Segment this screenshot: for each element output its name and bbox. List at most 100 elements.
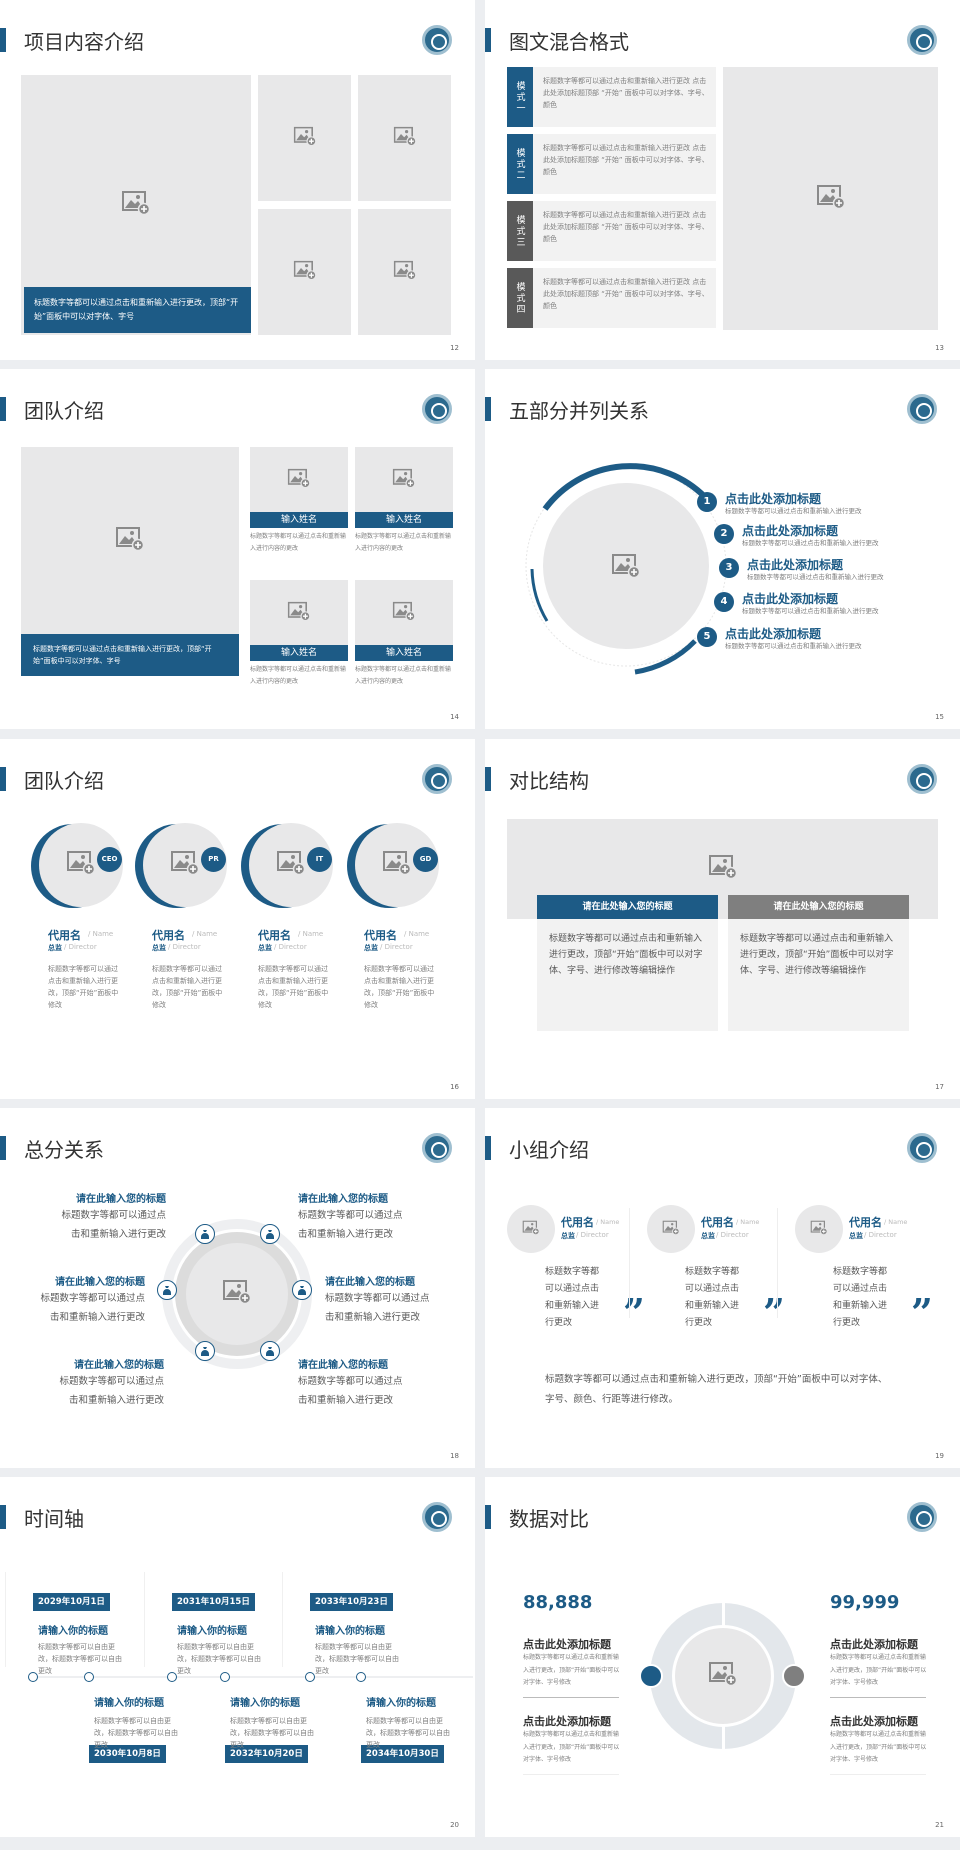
timeline-node[interactable]	[28, 1672, 38, 1682]
stat-divider	[523, 1697, 619, 1698]
slide-20: 时间轴 20 2029年10月1日 请输入你的标题 标题数字等都可以自由更改，标题数字等…	[0, 1477, 475, 1837]
block-title[interactable]: 请在此输入您的标题	[74, 1360, 164, 1371]
title-accent-bar	[0, 28, 6, 52]
image-add-icon	[223, 1280, 252, 1308]
image-placeholder[interactable]	[355, 580, 453, 645]
image-add-icon	[122, 191, 151, 219]
timeline-node[interactable]	[220, 1672, 230, 1682]
timeline-node[interactable]	[305, 1672, 315, 1682]
mode-card[interactable]: 模式二 标题数字等都可以通过点击和重新输入进行更改 点击此处添加标题顶部 “开始”…	[507, 134, 716, 194]
slide-13: 图文混合格式 13 模式一 标题数字等都可以通过点击和重新输入进行更改 点击此处添加标…	[485, 0, 960, 360]
connector-line	[282, 1572, 283, 1667]
block-title[interactable]: 请在此输入您的标题	[55, 1277, 145, 1288]
timeline-node[interactable]	[84, 1672, 94, 1682]
block-title[interactable]: 请在此输入您的标题	[325, 1277, 415, 1288]
stat-title[interactable]: 点击此处添加标题	[523, 1638, 611, 1651]
slide-21: 数据对比 21 88,888 点击此处添加标题 标题数字等都可以通过点击和重新输入进行更…	[485, 1477, 960, 1837]
stat-divider	[830, 1697, 926, 1698]
mode-text: 标题数字等都可以通过点击和重新输入进行更改 点击此处添加标题顶部 “开始” 面板…	[543, 77, 709, 109]
slide-17: 对比结构 17 请在此处输入您的标题 标题数字等都可以通过点击和重新输入进行更改，顶部…	[485, 739, 960, 1099]
person-name: 代用名	[561, 1216, 594, 1229]
card-text: 标题数字等都可以通过点击和重新输入进行更改，顶部“开始”面板中可以对字体、字号、…	[740, 934, 894, 976]
event-title[interactable]: 请输入你的标题	[94, 1698, 164, 1709]
person-role-en: / Director	[274, 943, 307, 951]
card-title[interactable]: 请在此处输入您的标题	[537, 895, 718, 919]
university-seal-icon	[907, 1133, 937, 1163]
item-title[interactable]: 点击此处添加标题	[747, 558, 844, 572]
event-title[interactable]: 请输入你的标题	[315, 1626, 385, 1637]
university-seal-icon	[907, 764, 937, 794]
avatar-placeholder[interactable]	[647, 1205, 695, 1253]
stat-desc: 标题数字等都可以通过点击和重新输入进行更改，顶部“开始”面板中可以对字体、字号修…	[830, 1731, 927, 1763]
item-title[interactable]: 点击此处添加标题	[725, 627, 822, 641]
person-desc: 标题数字等都可以通过点击和重新输入进行更改，顶部“开始”面板中修改	[48, 965, 119, 1009]
event-title[interactable]: 请输入你的标题	[230, 1698, 300, 1709]
card-title[interactable]: 请在此处输入您的标题	[728, 895, 909, 919]
stat-desc: 标题数字等都可以通过点击和重新输入进行更改，顶部“开始”面板中可以对字体、字号修…	[523, 1654, 620, 1686]
mode-card[interactable]: 模式一 标题数字等都可以通过点击和重新输入进行更改 点击此处添加标题顶部 “开始”…	[507, 67, 716, 127]
stat-title[interactable]: 点击此处添加标题	[523, 1715, 611, 1728]
event-title[interactable]: 请输入你的标题	[177, 1626, 247, 1637]
event-desc: 标题数字等都可以自由更改，标题数字等都可以自由更改	[38, 1643, 122, 1675]
timeline-node[interactable]	[356, 1672, 366, 1682]
block-title[interactable]: 请在此输入您的标题	[298, 1360, 388, 1371]
avatar-placeholder[interactable]	[795, 1205, 843, 1253]
image-placeholder[interactable]	[358, 75, 451, 201]
avatar-placeholder[interactable]	[507, 1205, 555, 1253]
image-add-icon	[393, 260, 416, 283]
block-title[interactable]: 请在此输入您的标题	[76, 1194, 166, 1205]
slide-title: 团队介绍	[24, 769, 104, 793]
person-name: 代用名	[48, 929, 81, 942]
event-title[interactable]: 请输入你的标题	[366, 1698, 436, 1709]
item-desc: 标题数字等都可以通过点击和重新输入进行更改	[747, 573, 884, 581]
image-placeholder[interactable]	[250, 580, 348, 645]
slide-19: 小组介绍 19 代用名 / Name 总监 / Director 标题数字等都可以通过点击和…	[485, 1108, 960, 1468]
person-desc: 标题数字等都可以通过点击和重新输入进行更改	[833, 1267, 888, 1328]
page-number: 20	[450, 1821, 459, 1829]
image-add-icon	[277, 851, 306, 879]
person-role-en: / Director	[864, 1231, 897, 1239]
block-desc: 标题数字等都可以通过点击和重新输入进行更改	[59, 1376, 164, 1406]
slide-12: 项目内容介绍 12 标题数字等都可以通过点击和重新输入进行更改，顶部“开始”面板中可…	[0, 0, 475, 360]
image-placeholder[interactable]	[355, 447, 453, 512]
stat-title[interactable]: 点击此处添加标题	[830, 1715, 918, 1728]
block-title[interactable]: 请在此输入您的标题	[298, 1194, 388, 1205]
role-badge: CEO	[97, 847, 122, 872]
item-title[interactable]: 点击此处添加标题	[742, 524, 839, 538]
event-desc: 标题数字等都可以自由更改，标题数字等都可以自由更改	[366, 1717, 450, 1749]
mode-card[interactable]: 模式三 标题数字等都可以通过点击和重新输入进行更改 点击此处添加标题顶部 “开始”…	[507, 201, 716, 261]
image-placeholder[interactable]	[21, 447, 239, 635]
member-name-bar: 输入姓名	[250, 512, 348, 528]
quote-mark-icon: ”	[763, 1290, 785, 1335]
mode-text: 标题数字等都可以通过点击和重新输入进行更改 点击此处添加标题顶部 “开始” 面板…	[543, 211, 709, 243]
slide-18: 总分关系 18 请在此输入您的标题 标题数字等都可以通过点击和重新输入进行更改 请在此输…	[0, 1108, 475, 1468]
timeline-node[interactable]	[167, 1672, 177, 1682]
image-placeholder[interactable]	[358, 209, 451, 335]
item-title[interactable]: 点击此处添加标题	[742, 592, 839, 606]
summary-text: 标题数字等都可以通过点击和重新输入进行更改，顶部“开始”面板中可以对字体、字号、…	[545, 1374, 888, 1405]
image-placeholder[interactable]	[258, 209, 351, 335]
image-add-icon	[393, 126, 416, 149]
event-title[interactable]: 请输入你的标题	[38, 1626, 108, 1637]
person-role-en: / Director	[716, 1231, 749, 1239]
person-role: 总监	[152, 944, 166, 952]
university-seal-icon	[422, 25, 452, 55]
center-image[interactable]	[672, 1625, 774, 1727]
event-desc: 标题数字等都可以自由更改，标题数字等都可以自由更改	[230, 1717, 314, 1749]
stat-title[interactable]: 点击此处添加标题	[830, 1638, 918, 1651]
person-name-en: / Name	[736, 1218, 760, 1226]
center-image[interactable]	[186, 1243, 288, 1345]
person-role-en: / Director	[168, 943, 201, 951]
image-placeholder[interactable]	[723, 67, 938, 330]
title-accent-bar	[0, 767, 6, 791]
mode-card[interactable]: 模式四 标题数字等都可以通过点击和重新输入进行更改 点击此处添加标题顶部 “开始”…	[507, 268, 716, 328]
image-placeholder[interactable]	[258, 75, 351, 201]
item-title[interactable]: 点击此处添加标题	[725, 492, 822, 506]
image-add-icon	[392, 468, 416, 490]
title-accent-bar	[485, 1136, 491, 1160]
image-add-icon	[293, 260, 316, 283]
image-add-icon	[810, 1220, 828, 1238]
title-accent-bar	[485, 767, 491, 791]
image-placeholder[interactable]	[250, 447, 348, 512]
card-body	[728, 919, 909, 1031]
